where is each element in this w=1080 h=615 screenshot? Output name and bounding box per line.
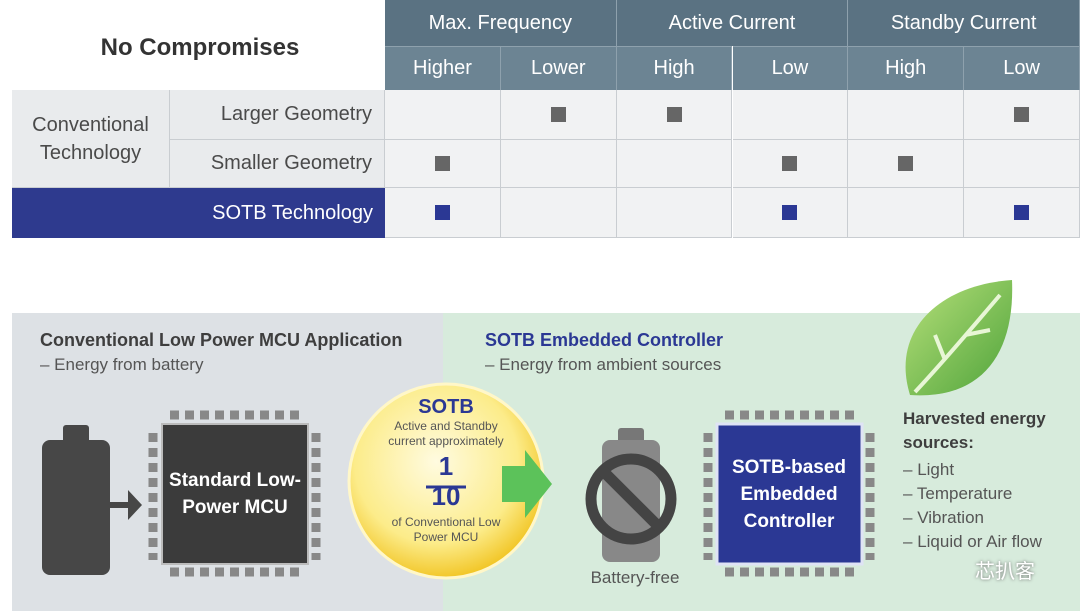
- watermark: 芯扒客: [975, 561, 1035, 583]
- badge: SOTB Active and Standby current approxim…: [366, 396, 526, 545]
- table-cell: [732, 188, 849, 238]
- sotb-title: SOTB Embedded Controller: [485, 330, 724, 350]
- check-square: [1014, 205, 1030, 220]
- green-arrow: [502, 450, 552, 518]
- sub-header: Low: [964, 46, 1080, 90]
- check-square: [898, 156, 914, 171]
- row-group-label: Conventional Technology: [12, 90, 170, 188]
- battery-cap: [63, 425, 89, 443]
- conventional-subtitle: – Energy from battery: [40, 355, 204, 374]
- table-cell: [964, 90, 1080, 140]
- source-item: Temperature: [903, 482, 1042, 506]
- battery-icon: [42, 440, 110, 575]
- table-cell: [616, 188, 733, 238]
- badge-footer: of Conventional Low Power MCU: [391, 515, 501, 544]
- source-item: Liquid or Air flow: [903, 530, 1042, 554]
- group-header: Max. Frequency: [385, 0, 617, 46]
- conventional-title: Conventional Low Power MCU Application: [40, 330, 403, 350]
- highlight-row-label: SOTB Technology: [12, 188, 385, 238]
- table-cell: [500, 188, 617, 238]
- table-cell: [848, 140, 965, 188]
- table-cell: [616, 140, 733, 188]
- check-square: [550, 107, 566, 122]
- table-cell: [964, 188, 1080, 238]
- row-label: Larger Geometry: [170, 90, 385, 140]
- table-cell: [848, 188, 965, 238]
- comparison-table: No Compromises Conventional Technology M…: [0, 0, 1080, 240]
- check-square: [666, 107, 682, 122]
- table-cell: [500, 90, 617, 140]
- badge-title: SOTB: [418, 396, 474, 418]
- chip-1: [148, 410, 321, 577]
- arrow: [110, 490, 142, 520]
- check-square: [782, 205, 798, 220]
- table-cell: [385, 90, 501, 140]
- table-cell: [385, 188, 501, 238]
- sub-header: Lower: [500, 46, 617, 90]
- chip-2-label: SOTB-based Embedded Controller: [731, 456, 847, 532]
- fraction-denominator: 10: [431, 481, 461, 511]
- source-item: Vibration: [903, 506, 1042, 530]
- group-header: Standby Current: [848, 0, 1080, 46]
- check-square: [434, 205, 450, 220]
- fraction-numerator: 1: [438, 451, 454, 481]
- sotb-subtitle: – Energy from ambient sources: [485, 355, 722, 374]
- check-square: [782, 156, 798, 171]
- chip-2: [703, 410, 875, 577]
- source-item: Light: [903, 458, 1042, 482]
- table-cell: [964, 140, 1080, 188]
- sub-header: High: [848, 46, 965, 90]
- badge-text: Active and Standby current approximately: [388, 419, 504, 448]
- sources-title: Harvested energy sources:: [903, 409, 1046, 452]
- table-cell: [732, 90, 849, 140]
- check-square: [434, 156, 450, 171]
- group-header: Active Current: [616, 0, 849, 46]
- check-square: [1014, 107, 1030, 122]
- sub-header: High: [616, 46, 733, 90]
- sources-list: LightTemperatureVibrationLiquid or Air f…: [903, 458, 1042, 554]
- table-cell: [616, 90, 733, 140]
- table-cell: [848, 90, 965, 140]
- battery-free-icon: [585, 428, 677, 562]
- row-label: Smaller Geometry: [170, 140, 385, 188]
- table-title: No Compromises: [100, 33, 300, 61]
- sub-header: Higher: [385, 46, 501, 90]
- leaf-vein: [913, 293, 1002, 394]
- chip-1-label: Standard Low-Power MCU: [169, 470, 301, 518]
- table-cell: [732, 140, 849, 188]
- sub-header: Low: [732, 46, 849, 90]
- table-cell: [385, 140, 501, 188]
- table-cell: [500, 140, 617, 188]
- battery-free-label: Battery-free: [590, 568, 680, 587]
